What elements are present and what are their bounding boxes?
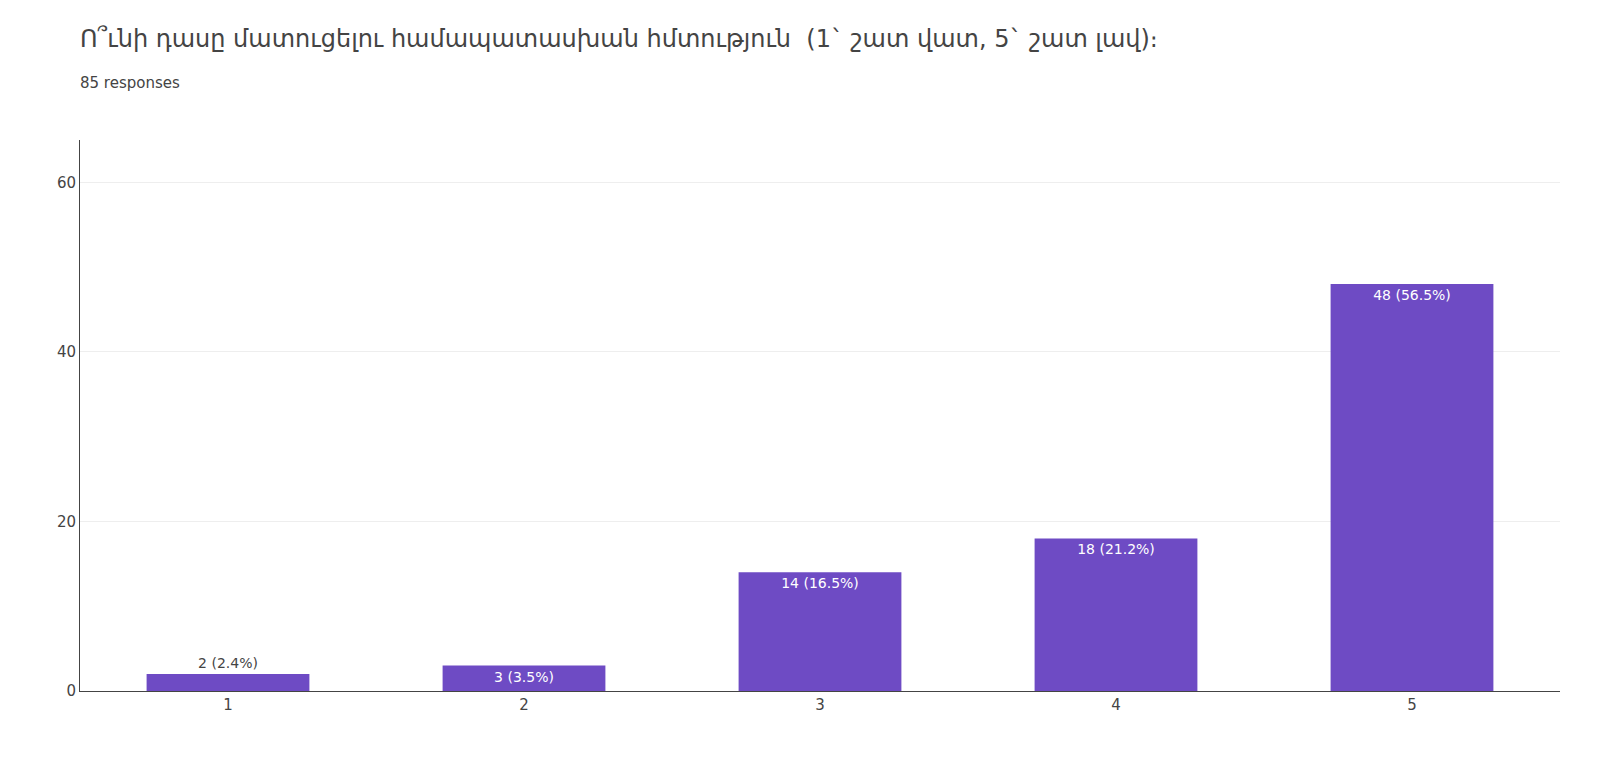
- svg-text:0: 0: [66, 682, 76, 700]
- svg-text:18 (21.2%): 18 (21.2%): [1077, 541, 1155, 557]
- svg-text:60: 60: [57, 174, 76, 192]
- svg-text:48 (56.5%): 48 (56.5%): [1373, 287, 1451, 303]
- svg-text:20: 20: [57, 513, 76, 531]
- svg-text:40: 40: [57, 343, 76, 361]
- svg-text:Ո՞ւնի դասը մատուցելու համապատա: Ո՞ւնի դասը մատուցելու համապատասխան հմտու…: [80, 25, 1158, 53]
- svg-text:4: 4: [1111, 696, 1121, 714]
- svg-text:5: 5: [1407, 696, 1417, 714]
- svg-text:2: 2: [519, 696, 529, 714]
- svg-text:1: 1: [223, 696, 233, 714]
- svg-text:3 (3.5%): 3 (3.5%): [494, 669, 554, 685]
- svg-text:85 responses: 85 responses: [80, 74, 180, 92]
- svg-text:2 (2.4%): 2 (2.4%): [198, 655, 258, 671]
- svg-text:14 (16.5%): 14 (16.5%): [781, 575, 859, 591]
- svg-text:3: 3: [815, 696, 825, 714]
